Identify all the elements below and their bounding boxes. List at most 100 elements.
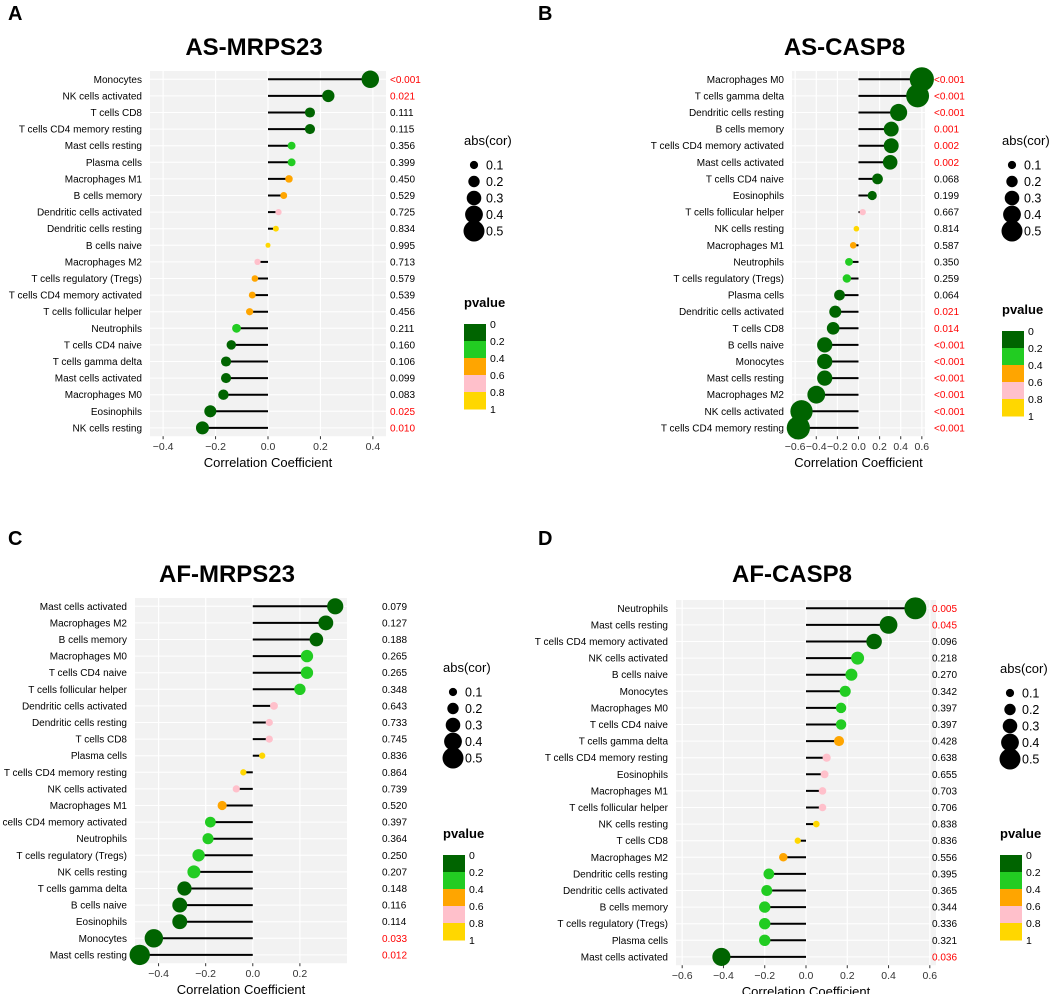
size-legend-label: 0.4 [1022, 736, 1039, 750]
pvalue-label: 0.021 [934, 307, 959, 318]
category-label: Monocytes [620, 687, 668, 698]
pvalue-label: 0.002 [934, 158, 959, 169]
category-label: Macrophages M0 [65, 390, 143, 401]
lollipop-point [220, 373, 232, 384]
category-label: Monocytes [736, 357, 784, 368]
pvalue-label: 0.199 [934, 191, 959, 202]
lollipop-point [270, 701, 278, 710]
color-legend-swatch [443, 855, 465, 873]
lollipop-point [759, 934, 771, 946]
color-legend-swatch [443, 872, 465, 890]
size-legend-label: 0.4 [486, 208, 503, 222]
color-legend-label: 0.6 [490, 370, 505, 382]
size-legend-title: abs(cor) [1000, 661, 1048, 676]
pvalue-label: 0.014 [934, 324, 959, 335]
category-label: Mast cells resting [50, 950, 127, 961]
x-tick-label: −0.2 [754, 970, 775, 982]
category-label: Macrophages M2 [50, 618, 128, 629]
lollipop-point [322, 89, 335, 103]
pvalue-label: 0.259 [934, 274, 959, 285]
pvalue-label: 0.012 [382, 950, 407, 961]
category-label: B cells naive [728, 340, 785, 351]
category-label: T cells CD8 [91, 108, 143, 119]
category-label: B cells memory [59, 635, 127, 646]
lollipop-point [759, 901, 771, 913]
size-legend-dot [1001, 220, 1023, 242]
lollipop-point [834, 289, 845, 301]
pvalue-label: 0.064 [934, 291, 959, 302]
pvalue-label: 0.025 [390, 407, 415, 418]
size-legend-dot [463, 220, 485, 242]
pvalue-label: 0.836 [382, 751, 407, 762]
lollipop-point [829, 305, 842, 318]
lollipop-point [275, 208, 282, 216]
lollipop-point [794, 837, 801, 844]
category-label: T cells CD4 naive [706, 174, 785, 185]
x-tick-label: −0.2 [827, 441, 848, 453]
category-label: T cells CD4 memory activated [651, 141, 784, 152]
color-legend-label: 0.6 [1026, 901, 1041, 913]
pvalue-label: 0.348 [382, 685, 407, 696]
pvalue-label: <0.001 [934, 374, 965, 385]
pvalue-label: <0.001 [934, 108, 965, 119]
lollipop-point [218, 389, 229, 400]
category-label: Plasma cells [612, 936, 668, 947]
category-label: T cells CD4 memory activated [9, 291, 142, 302]
x-tick-label: −0.4 [713, 970, 734, 982]
pvalue-label: 0.399 [390, 158, 415, 169]
lollipop-point [826, 321, 840, 335]
x-axis-label: Correlation Coefficient [742, 984, 871, 994]
category-label: Eosinophils [91, 407, 142, 418]
category-label: NK cells resting [715, 224, 784, 235]
category-label: T cells CD4 naive [64, 340, 143, 351]
size-legend-dot [1004, 190, 1020, 206]
color-legend-label: 0 [469, 850, 475, 862]
color-legend-swatch [1000, 872, 1022, 890]
category-label: Neutrophils [76, 834, 127, 845]
pvalue-label: 0.397 [932, 720, 957, 731]
lollipop-point [226, 340, 237, 350]
category-label: B cells memory [600, 903, 668, 914]
pvalue-label: <0.001 [934, 91, 965, 102]
category-label: Dendritic cells activated [679, 307, 784, 318]
lollipop-point [851, 651, 865, 665]
category-label: Mast cells activated [40, 602, 127, 613]
panel-label: B [538, 3, 552, 25]
panel-label: D [538, 528, 552, 550]
panel-d: D AF-CASP8 −0.6 −0.4 −0.2 0.0 0.2 0.4 0.6 Correla… [535, 528, 1048, 994]
color-legend-label: 0 [1026, 850, 1032, 862]
lollipop-point [192, 849, 205, 862]
lollipop-point [172, 897, 188, 913]
size-legend-dot [1005, 688, 1015, 698]
pvalue-label: 0.010 [390, 423, 415, 434]
category-label: NK cells resting [599, 820, 668, 831]
category-label: Eosinophils [617, 770, 668, 781]
size-legend-label: 0.2 [1022, 703, 1039, 717]
lollipop-point [845, 257, 853, 266]
pvalue-label: 0.099 [390, 374, 415, 385]
color-legend-label: 0.4 [469, 884, 484, 896]
lollipop-point [839, 685, 851, 697]
lollipop-point [259, 752, 266, 759]
lollipop-point [177, 881, 192, 896]
category-label: T cells gamma delta [38, 884, 128, 895]
x-tick-label: −0.4 [148, 968, 169, 980]
pvalue-label: 0.033 [382, 934, 407, 945]
category-label: Dendritic cells activated [37, 208, 142, 219]
color-legend-swatch [1002, 382, 1024, 400]
pvalue-label: 0.115 [390, 125, 415, 136]
category-label: T cells CD4 naive [590, 720, 669, 731]
size-legend-title: abs(cor) [1002, 133, 1050, 148]
category-label: Dendritic cells resting [573, 869, 668, 880]
pvalue-label: 0.270 [932, 670, 957, 681]
lollipop-point [232, 785, 240, 793]
category-label: T cells CD4 memory resting [4, 768, 127, 779]
x-tick-label: −0.4 [153, 441, 174, 453]
category-label: B cells naive [612, 670, 669, 681]
pvalue-label: 0.218 [932, 654, 957, 665]
category-label: T cells follicular helper [43, 307, 142, 318]
lollipop-point [300, 666, 314, 679]
lollipop-point [232, 323, 241, 333]
size-legend-label: 0.4 [465, 735, 482, 749]
